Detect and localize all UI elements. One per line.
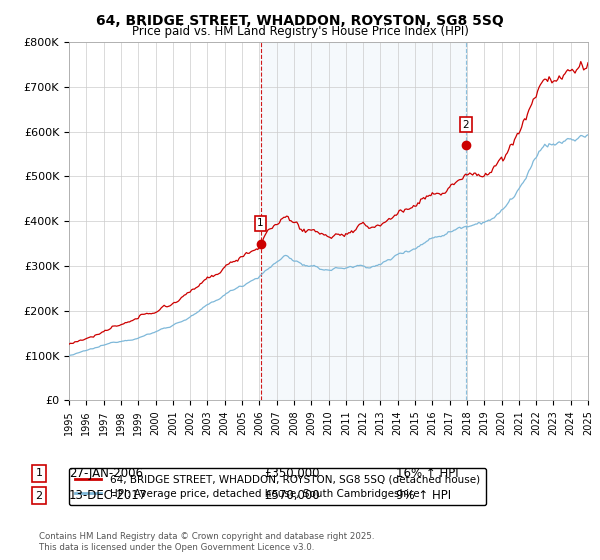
Text: £570,000: £570,000 bbox=[264, 489, 320, 502]
Text: 2: 2 bbox=[463, 120, 469, 130]
Text: 9% ↑ HPI: 9% ↑ HPI bbox=[396, 489, 451, 502]
Text: 16% ↑ HPI: 16% ↑ HPI bbox=[396, 466, 458, 480]
Text: 13-DEC-2017: 13-DEC-2017 bbox=[69, 489, 147, 502]
Legend: 64, BRIDGE STREET, WHADDON, ROYSTON, SG8 5SQ (detached house), HPI: Average pric: 64, BRIDGE STREET, WHADDON, ROYSTON, SG8… bbox=[69, 468, 486, 505]
Text: 2: 2 bbox=[35, 491, 43, 501]
Text: 64, BRIDGE STREET, WHADDON, ROYSTON, SG8 5SQ: 64, BRIDGE STREET, WHADDON, ROYSTON, SG8… bbox=[96, 14, 504, 28]
Text: 1: 1 bbox=[35, 468, 43, 478]
Text: 1: 1 bbox=[257, 218, 264, 228]
Text: Price paid vs. HM Land Registry's House Price Index (HPI): Price paid vs. HM Land Registry's House … bbox=[131, 25, 469, 38]
Bar bbox=[260, 42, 466, 400]
Text: £350,000: £350,000 bbox=[264, 466, 320, 480]
Text: Contains HM Land Registry data © Crown copyright and database right 2025.
This d: Contains HM Land Registry data © Crown c… bbox=[39, 532, 374, 552]
Text: 27-JAN-2006: 27-JAN-2006 bbox=[69, 466, 143, 480]
